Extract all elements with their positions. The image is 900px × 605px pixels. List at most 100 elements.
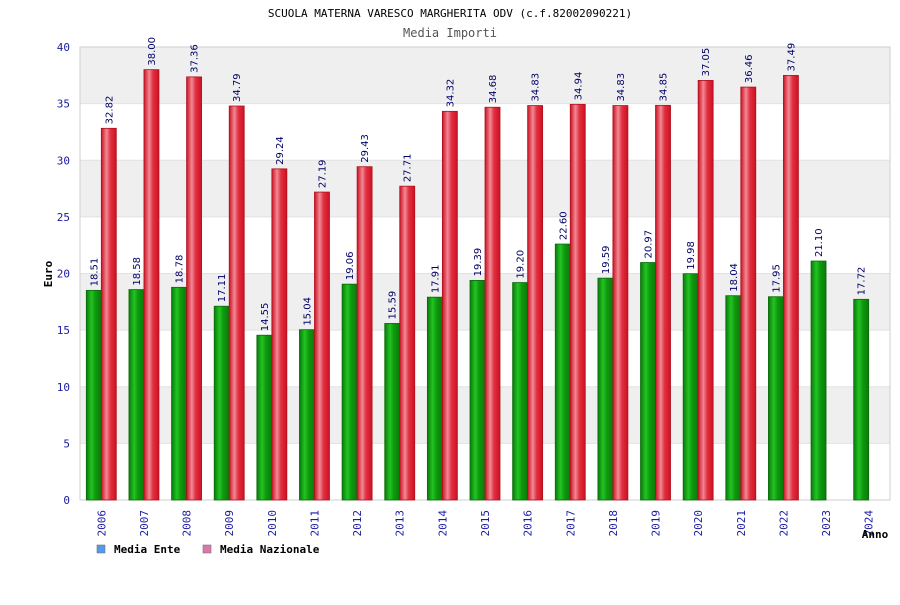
data-label-media-ente-2006: 18.51 xyxy=(89,258,100,287)
x-tick-label: 2017 xyxy=(564,510,577,537)
data-label-media-ente-2014: 17.91 xyxy=(430,265,441,294)
chart-title: SCUOLA MATERNA VARESCO MARGHERITA ODV (c… xyxy=(268,7,632,20)
data-label-media-ente-2010: 14.55 xyxy=(260,303,271,332)
data-label-media-nazionale-2007: 38.00 xyxy=(147,37,158,66)
bar-media-ente-2020 xyxy=(682,273,699,501)
x-axis-label: Anno xyxy=(862,528,889,541)
x-tick-label: 2007 xyxy=(138,510,151,537)
bar-media-ente-2024 xyxy=(853,298,870,501)
bar-media-ente-2009 xyxy=(213,305,230,501)
x-tick-label: 2018 xyxy=(607,510,620,537)
y-tick-label: 35 xyxy=(57,98,70,111)
data-label-media-ente-2008: 18.78 xyxy=(175,255,186,284)
data-label-media-ente-2007: 18.58 xyxy=(132,257,143,286)
data-label-media-nazionale-2021: 36.46 xyxy=(744,54,755,83)
x-tick-label: 2022 xyxy=(777,510,790,537)
bar-media-nazionale-2021 xyxy=(740,86,757,501)
bar-media-nazionale-2007 xyxy=(143,69,160,501)
y-tick-label: 30 xyxy=(57,154,70,167)
data-label-media-nazionale-2014: 34.32 xyxy=(445,79,456,108)
data-label-media-ente-2017: 22.60 xyxy=(558,211,569,240)
y-tick-label: 40 xyxy=(57,41,70,54)
bar-media-ente-2013 xyxy=(384,323,401,501)
data-label-media-nazionale-2016: 34.83 xyxy=(531,73,542,102)
bar-media-ente-2015 xyxy=(469,280,486,501)
x-tick-label: 2011 xyxy=(308,510,321,537)
data-label-media-nazionale-2020: 37.05 xyxy=(701,48,712,77)
x-tick-label: 2014 xyxy=(436,510,449,537)
bar-media-nazionale-2009 xyxy=(228,105,245,501)
bar-media-nazionale-2011 xyxy=(314,191,330,501)
bar-media-nazionale-2020 xyxy=(697,80,714,501)
data-label-media-ente-2009: 17.11 xyxy=(217,274,228,303)
x-tick-label: 2023 xyxy=(820,510,833,537)
data-label-media-nazionale-2015: 34.68 xyxy=(488,75,499,104)
bar-media-nazionale-2016 xyxy=(527,105,544,501)
legend-label-media-ente: Media Ente xyxy=(114,543,181,556)
bar-media-ente-2012 xyxy=(341,283,358,501)
data-label-media-nazionale-2018: 34.83 xyxy=(616,73,627,102)
data-label-media-ente-2016: 19.20 xyxy=(516,250,527,279)
legend-swatch-media-nazionale xyxy=(202,544,212,554)
y-tick-label: 0 xyxy=(63,494,70,507)
data-label-media-ente-2022: 17.95 xyxy=(771,264,782,293)
x-tick-label: 2006 xyxy=(95,510,108,537)
bar-media-nazionale-2022 xyxy=(783,75,799,501)
data-label-media-ente-2012: 19.06 xyxy=(345,252,356,281)
bar-media-ente-2016 xyxy=(512,282,529,501)
bar-media-ente-2019 xyxy=(640,262,656,501)
y-tick-label: 25 xyxy=(57,211,70,224)
y-axis-label: Euro xyxy=(42,260,55,287)
legend-label-media-nazionale: Media Nazionale xyxy=(220,543,320,556)
bar-media-ente-2022 xyxy=(768,296,784,501)
bar-media-nazionale-2017 xyxy=(569,103,586,501)
x-tick-label: 2024 xyxy=(863,510,876,537)
bar-media-ente-2007 xyxy=(128,289,145,501)
y-tick-label: 10 xyxy=(57,381,70,394)
x-tick-label: 2015 xyxy=(479,510,492,537)
x-tick-label: 2019 xyxy=(650,510,663,537)
bar-media-nazionale-2015 xyxy=(484,106,501,501)
data-label-media-nazionale-2006: 32.82 xyxy=(104,96,115,125)
data-label-media-ente-2011: 15.04 xyxy=(302,297,313,326)
bar-media-nazionale-2019 xyxy=(655,104,671,501)
data-label-media-ente-2024: 17.72 xyxy=(857,267,868,296)
y-tick-label: 5 xyxy=(63,437,70,450)
data-label-media-ente-2021: 18.04 xyxy=(729,263,740,292)
bar-media-nazionale-2010 xyxy=(271,168,288,501)
legend-swatch-media-ente xyxy=(96,544,106,554)
bar-media-ente-2006 xyxy=(85,289,102,501)
y-tick-label: 20 xyxy=(57,268,70,281)
bar-media-ente-2008 xyxy=(171,286,187,501)
data-label-media-ente-2015: 19.39 xyxy=(473,248,484,277)
data-label-media-nazionale-2012: 29.43 xyxy=(360,134,371,163)
bar-media-nazionale-2013 xyxy=(399,185,416,501)
chart-subtitle: Media Importi xyxy=(403,26,497,40)
x-tick-label: 2021 xyxy=(735,510,748,537)
x-tick-label: 2020 xyxy=(692,510,705,537)
bar-media-ente-2021 xyxy=(725,295,742,501)
data-label-media-nazionale-2022: 37.49 xyxy=(786,43,797,72)
data-label-media-nazionale-2008: 37.36 xyxy=(190,44,201,73)
bar-media-ente-2011 xyxy=(299,329,315,501)
data-label-media-nazionale-2019: 34.85 xyxy=(659,73,670,102)
data-label-media-ente-2019: 20.97 xyxy=(644,230,655,259)
bar-media-nazionale-2012 xyxy=(356,166,373,501)
bar-media-nazionale-2014 xyxy=(441,110,458,501)
y-tick-label: 15 xyxy=(57,324,70,337)
x-axis-ticks: 2006 2007 2008 2009 2010 2011 2012 2013 2014 2015… xyxy=(95,510,875,537)
data-label-media-ente-2013: 15.59 xyxy=(388,291,399,320)
bar-media-ente-2018 xyxy=(597,277,614,501)
bars xyxy=(85,69,870,501)
data-label-media-nazionale-2017: 34.94 xyxy=(573,72,584,101)
data-label-media-nazionale-2009: 34.79 xyxy=(232,73,243,102)
bar-media-ente-2010 xyxy=(256,334,273,501)
x-tick-label: 2010 xyxy=(266,510,279,537)
x-tick-label: 2012 xyxy=(351,510,364,537)
bar-media-nazionale-2018 xyxy=(612,105,629,501)
y-axis-ticks: 0 5 10 15 20 25 30 35 40 xyxy=(57,41,70,507)
bar-media-ente-2014 xyxy=(426,296,443,501)
data-label-media-ente-2023: 21.10 xyxy=(814,228,825,257)
